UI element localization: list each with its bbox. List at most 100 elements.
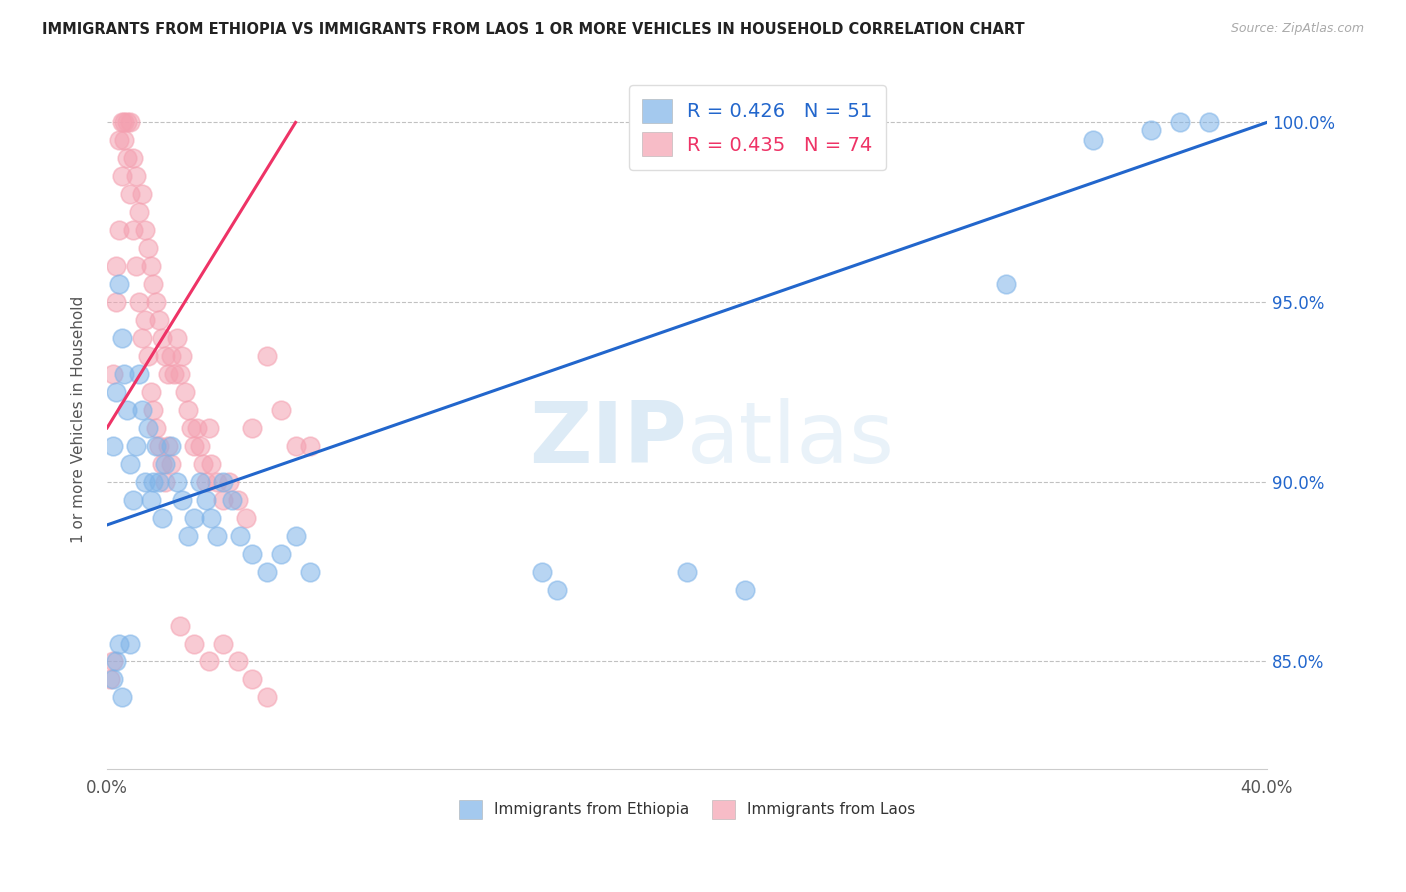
Point (142, 403, 165, 417)
Point (139, 492, 162, 507)
Point (125, 169, 148, 184)
Point (299, 565, 322, 579)
Point (1168, 115, 1191, 129)
Point (200, 510, 222, 524)
Point (120, 457, 142, 471)
Point (235, 510, 257, 524)
Point (183, 510, 205, 524)
Point (114, 115, 136, 129)
Point (172, 349, 194, 363)
Point (226, 655, 249, 669)
Point (107, 133, 129, 147)
Point (256, 565, 278, 579)
Text: atlas: atlas (688, 399, 896, 482)
Point (1140, 122, 1163, 136)
Point (166, 475, 188, 489)
Point (207, 475, 229, 489)
Point (221, 492, 243, 507)
Point (240, 547, 263, 561)
Point (136, 349, 159, 363)
Point (188, 439, 211, 453)
Point (177, 403, 200, 417)
Point (546, 582, 568, 597)
Point (131, 403, 153, 417)
Point (676, 565, 699, 579)
Point (212, 492, 235, 507)
Point (134, 475, 156, 489)
Point (104, 295, 127, 310)
Point (270, 403, 292, 417)
Point (110, 690, 132, 705)
Point (183, 439, 205, 453)
Point (188, 475, 211, 489)
Point (142, 277, 165, 292)
Point (122, 492, 145, 507)
Point (174, 384, 197, 399)
Point (145, 421, 167, 435)
Point (169, 618, 191, 632)
Point (148, 313, 170, 327)
Point (240, 673, 263, 687)
Point (101, 655, 124, 669)
Point (125, 439, 148, 453)
Point (197, 421, 219, 435)
Point (169, 367, 191, 381)
Point (128, 367, 150, 381)
Point (194, 475, 217, 489)
Point (194, 492, 217, 507)
Point (142, 475, 165, 489)
Point (101, 439, 124, 453)
Point (148, 475, 170, 489)
Point (120, 636, 142, 650)
Point (200, 457, 222, 471)
Point (153, 475, 176, 489)
Point (1198, 115, 1220, 129)
Point (240, 421, 263, 435)
Point (994, 277, 1017, 292)
Point (299, 439, 322, 453)
Point (122, 152, 145, 166)
Point (177, 529, 200, 543)
Point (120, 115, 142, 129)
Point (98, 673, 121, 687)
Point (153, 349, 176, 363)
Point (166, 331, 188, 345)
Point (114, 133, 136, 147)
Point (153, 457, 176, 471)
Point (150, 331, 173, 345)
Legend: Immigrants from Ethiopia, Immigrants from Laos: Immigrants from Ethiopia, Immigrants fro… (453, 794, 921, 825)
Point (160, 457, 183, 471)
Point (131, 331, 153, 345)
Point (134, 223, 156, 237)
Point (734, 582, 756, 597)
Point (104, 655, 127, 669)
Point (131, 187, 153, 202)
Point (134, 313, 156, 327)
Point (128, 205, 150, 219)
Point (218, 475, 240, 489)
Point (107, 636, 129, 650)
Point (104, 259, 127, 273)
Point (110, 331, 132, 345)
Point (212, 636, 235, 650)
Point (117, 152, 139, 166)
Text: IMMIGRANTS FROM ETHIOPIA VS IMMIGRANTS FROM LAOS 1 OR MORE VEHICLES IN HOUSEHOLD: IMMIGRANTS FROM ETHIOPIA VS IMMIGRANTS F… (42, 22, 1025, 37)
Point (148, 439, 170, 453)
Point (117, 115, 139, 129)
Point (122, 223, 145, 237)
Point (125, 259, 148, 273)
Point (160, 349, 183, 363)
Point (150, 510, 173, 524)
Point (207, 529, 229, 543)
Point (104, 384, 127, 399)
Point (139, 259, 162, 273)
Point (256, 690, 278, 705)
Point (117, 403, 139, 417)
Point (256, 349, 278, 363)
Point (172, 492, 194, 507)
Point (136, 241, 159, 255)
Point (107, 223, 129, 237)
Point (101, 367, 124, 381)
Point (226, 492, 249, 507)
Text: ZIP: ZIP (529, 399, 688, 482)
